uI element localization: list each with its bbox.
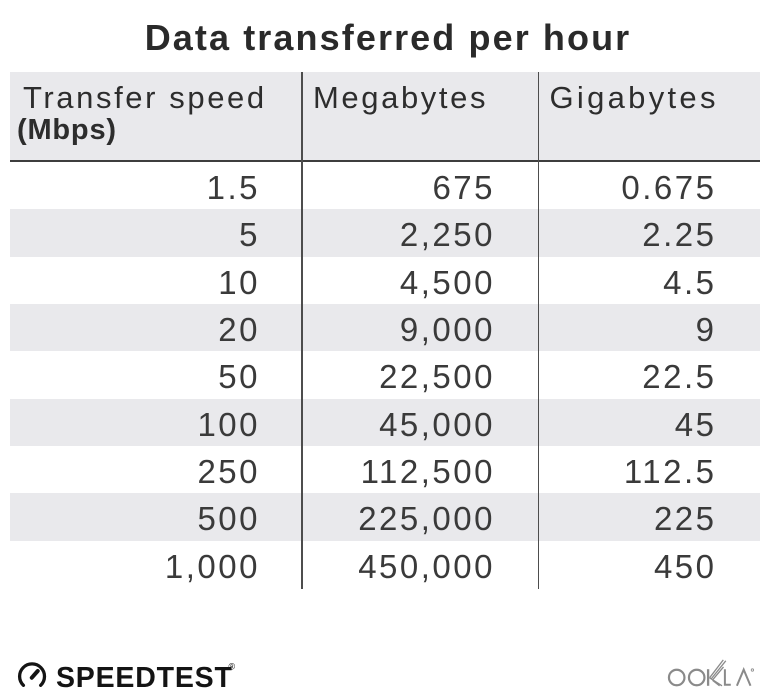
svg-text:SPEEDTEST: SPEEDTEST [56,662,233,694]
svg-text:®: ® [229,662,236,672]
